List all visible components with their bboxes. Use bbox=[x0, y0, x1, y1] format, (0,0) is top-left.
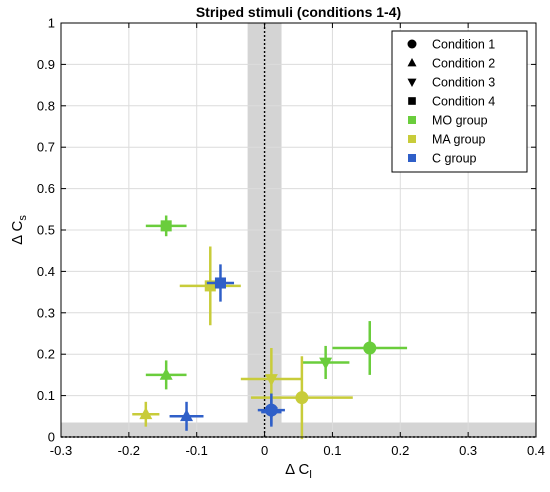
x-tick-label: -0.1 bbox=[186, 443, 208, 458]
x-axis-label: Δ Cl bbox=[285, 461, 312, 481]
data-point bbox=[145, 360, 187, 390]
legend-item: Condition 4 bbox=[408, 95, 495, 109]
point-marker bbox=[159, 367, 173, 380]
y-tick-label: 0.4 bbox=[37, 264, 55, 279]
legend-label: MO group bbox=[432, 114, 488, 128]
x-tick-label: 0 bbox=[261, 443, 268, 458]
legend-swatch bbox=[408, 135, 416, 143]
y-tick-label: 0.9 bbox=[37, 57, 55, 72]
y-tick-label: 0.1 bbox=[37, 388, 55, 403]
legend-label: Condition 4 bbox=[432, 95, 495, 109]
point-marker bbox=[214, 277, 226, 289]
point-marker bbox=[264, 374, 278, 387]
x-tick-label: 0.4 bbox=[527, 443, 545, 458]
y-axis-label: Δ Cs bbox=[9, 215, 29, 245]
data-point bbox=[132, 401, 160, 427]
point-marker bbox=[160, 220, 172, 232]
point-marker bbox=[319, 357, 333, 370]
data-point bbox=[261, 399, 282, 425]
legend-item: Condition 3 bbox=[407, 76, 495, 90]
y-ticks: 0 0.1 0.2 0.3 0.4 0.5 0.6 0.7 0.8 0.9 1 bbox=[37, 16, 536, 445]
point-marker bbox=[264, 407, 278, 420]
x-tick-label: 0.3 bbox=[459, 443, 477, 458]
y-tick-label: 0.5 bbox=[37, 223, 55, 238]
data-point bbox=[251, 356, 353, 440]
y-axis-label-main: Δ C bbox=[9, 220, 26, 244]
legend-marker bbox=[407, 78, 417, 87]
legend-swatch bbox=[408, 154, 416, 162]
x-axis-label-main: Δ C bbox=[285, 461, 309, 478]
legend-label: Condition 2 bbox=[432, 57, 495, 71]
y-tick-label: 1 bbox=[48, 16, 55, 31]
x-tick-label: -0.2 bbox=[118, 443, 140, 458]
x-tick-label: -0.3 bbox=[50, 443, 72, 458]
legend-item: Condition 1 bbox=[407, 38, 495, 52]
legend-swatch bbox=[408, 116, 416, 124]
data-point bbox=[179, 246, 241, 326]
data-point bbox=[169, 401, 204, 431]
legend-marker bbox=[407, 39, 417, 49]
y-tick-label: 0.7 bbox=[37, 140, 55, 155]
y-tick-label: 0.2 bbox=[37, 347, 55, 362]
shaded-band-y bbox=[61, 422, 536, 437]
chart-title: Striped stimuli (conditions 1-4) bbox=[196, 4, 401, 20]
legend-label: Condition 1 bbox=[432, 38, 495, 52]
legend-label: MA group bbox=[432, 133, 486, 147]
data-points bbox=[132, 215, 408, 440]
data-point bbox=[332, 321, 408, 375]
legend: Condition 1 Condition 2 Condition 3 Conditi… bbox=[391, 30, 528, 173]
y-tick-label: 0.8 bbox=[37, 98, 55, 113]
y-axis-label-sub: s bbox=[17, 215, 29, 221]
legend-label: Condition 3 bbox=[432, 76, 495, 90]
x-ticks: -0.3 -0.2 -0.1 0 0.1 0.2 0.3 0.4 bbox=[50, 23, 545, 458]
point-marker bbox=[363, 341, 377, 355]
legend-label: C group bbox=[432, 152, 477, 166]
legend-item: MA group bbox=[408, 133, 486, 147]
legend-item: Condition 2 bbox=[407, 57, 495, 71]
x-tick-label: 0.2 bbox=[391, 443, 409, 458]
legend-marker bbox=[408, 97, 416, 105]
point-marker bbox=[139, 407, 153, 420]
data-point bbox=[301, 345, 350, 380]
legend-item: C group bbox=[408, 152, 477, 166]
legend-marker bbox=[407, 58, 417, 67]
x-axis-label-sub: l bbox=[309, 469, 311, 481]
point-marker bbox=[295, 391, 309, 405]
x-tick-label: 0.1 bbox=[323, 443, 341, 458]
y-tick-label: 0 bbox=[48, 430, 55, 445]
y-tick-label: 0.6 bbox=[37, 181, 55, 196]
y-tick-label: 0.3 bbox=[37, 305, 55, 320]
data-point bbox=[206, 264, 235, 302]
point-marker bbox=[204, 280, 216, 292]
point-marker bbox=[180, 409, 194, 422]
data-point bbox=[145, 215, 187, 237]
legend-item: MO group bbox=[408, 114, 488, 128]
